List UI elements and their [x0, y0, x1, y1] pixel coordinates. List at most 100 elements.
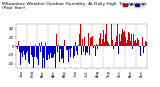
Bar	[109, 45, 110, 46]
Bar	[56, 34, 57, 46]
Bar	[79, 46, 80, 47]
Bar	[100, 33, 101, 46]
Bar	[48, 46, 49, 47]
Bar	[46, 46, 47, 60]
Bar	[124, 31, 125, 46]
Bar	[101, 44, 102, 46]
Bar	[66, 46, 67, 50]
Bar	[106, 24, 107, 46]
Bar	[21, 46, 22, 53]
Bar	[75, 45, 76, 46]
Bar	[111, 24, 112, 46]
Bar	[123, 32, 124, 46]
Bar	[41, 42, 42, 46]
Bar	[45, 43, 46, 46]
Bar	[115, 42, 116, 46]
Bar	[126, 43, 127, 46]
Bar	[52, 46, 53, 58]
Bar	[78, 45, 79, 46]
Bar	[134, 41, 135, 46]
Bar	[68, 46, 69, 62]
Bar	[143, 46, 144, 53]
Bar	[22, 46, 23, 57]
Bar	[24, 46, 25, 55]
Bar	[88, 33, 89, 46]
Bar	[20, 46, 21, 65]
Bar	[84, 37, 85, 46]
Bar	[73, 46, 74, 58]
Bar	[62, 46, 63, 58]
Bar	[16, 41, 17, 46]
Bar	[47, 46, 48, 53]
Bar	[82, 39, 83, 46]
Bar	[17, 46, 18, 49]
Bar	[29, 46, 30, 64]
Bar	[136, 43, 137, 46]
Bar	[130, 36, 131, 46]
Text: Milwaukee Weather Outdoor Humidity  At Daily High  Temperature  (Past Year): Milwaukee Weather Outdoor Humidity At Da…	[2, 2, 148, 10]
Bar	[104, 42, 105, 46]
Bar	[102, 39, 103, 46]
Bar	[118, 46, 119, 54]
Bar	[132, 46, 133, 49]
Bar	[117, 24, 118, 46]
Bar	[137, 38, 138, 46]
Bar	[49, 46, 50, 59]
Bar	[80, 41, 81, 46]
Bar	[85, 46, 86, 55]
Bar	[35, 45, 36, 46]
Bar	[71, 46, 72, 48]
Bar	[64, 40, 65, 46]
Bar	[67, 46, 68, 50]
Bar	[97, 46, 98, 49]
Bar	[122, 29, 123, 46]
Bar	[114, 45, 115, 46]
Bar	[76, 46, 77, 51]
Bar	[90, 38, 91, 46]
Bar	[61, 46, 62, 59]
Bar	[51, 46, 52, 58]
Bar	[116, 36, 117, 46]
Bar	[63, 46, 64, 63]
Bar	[26, 46, 27, 53]
Bar	[28, 46, 29, 62]
Bar	[145, 41, 146, 46]
Bar	[93, 46, 94, 48]
Bar	[92, 36, 93, 46]
Bar	[57, 46, 58, 55]
Bar	[127, 40, 128, 46]
Bar	[32, 46, 33, 57]
Bar	[107, 46, 108, 50]
Bar	[135, 40, 136, 46]
Bar	[128, 32, 129, 46]
Bar	[54, 46, 55, 54]
Bar	[25, 46, 26, 60]
Bar	[36, 46, 37, 57]
Bar	[33, 46, 34, 68]
Bar	[34, 46, 35, 57]
Bar	[60, 46, 61, 49]
Bar	[144, 42, 145, 46]
Bar	[50, 46, 51, 53]
Bar	[112, 35, 113, 46]
Bar	[129, 33, 130, 46]
Bar	[138, 40, 139, 46]
Bar	[55, 46, 56, 68]
Bar	[44, 46, 45, 68]
Bar	[70, 46, 71, 57]
Bar	[19, 46, 20, 52]
Bar	[120, 41, 121, 46]
Bar	[23, 46, 24, 52]
Bar	[31, 46, 32, 55]
Bar	[119, 34, 120, 46]
Bar	[105, 34, 106, 46]
Bar	[81, 46, 82, 55]
Bar	[27, 46, 28, 51]
Bar	[43, 46, 44, 55]
Bar	[87, 46, 88, 53]
Bar	[140, 46, 141, 56]
Bar	[86, 46, 87, 52]
Bar	[37, 46, 38, 59]
Bar	[69, 46, 70, 49]
Legend: Ab, Bl: Ab, Bl	[123, 2, 145, 8]
